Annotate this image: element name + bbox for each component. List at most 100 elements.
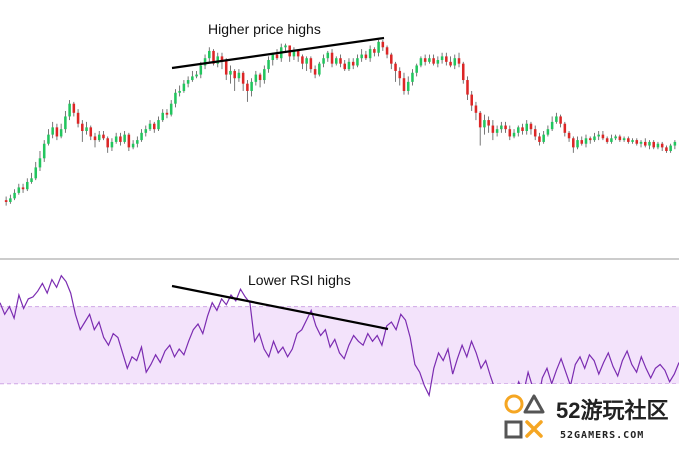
candle-bull bbox=[322, 58, 325, 64]
candle-bull bbox=[440, 56, 444, 61]
candle-bull bbox=[38, 158, 42, 168]
candle-bull bbox=[517, 127, 520, 133]
candle-bear bbox=[491, 125, 495, 133]
candle-bear bbox=[246, 83, 249, 91]
candle-bull bbox=[47, 134, 50, 144]
candle-bear bbox=[93, 136, 97, 141]
candle-bear bbox=[504, 125, 507, 130]
candle-bull bbox=[26, 181, 29, 190]
candle-bear bbox=[487, 120, 490, 126]
candle-bull bbox=[250, 81, 253, 91]
candle-bull bbox=[263, 69, 266, 81]
watermark-brand: 52游玩社区 bbox=[556, 398, 668, 423]
candle-bear bbox=[478, 112, 482, 128]
candle-bull bbox=[326, 52, 330, 59]
candle-bear bbox=[660, 143, 664, 148]
watermark: 52游玩社区 52GAMERS.COM bbox=[489, 384, 679, 449]
candle-bear bbox=[81, 123, 84, 131]
rsi-band bbox=[0, 306, 679, 384]
candle-bull bbox=[597, 134, 600, 137]
candle-bear bbox=[119, 136, 122, 142]
candle-bull bbox=[9, 198, 12, 202]
candle-bear bbox=[508, 129, 512, 137]
candle-bear bbox=[102, 134, 105, 139]
candle-bear bbox=[559, 116, 562, 124]
candle-bear bbox=[21, 187, 25, 190]
rsi-series-line bbox=[0, 274, 679, 417]
price-candles bbox=[4, 40, 677, 206]
candle-bear bbox=[449, 61, 452, 66]
candle-bear bbox=[627, 138, 630, 142]
candle-bull bbox=[254, 74, 258, 82]
candle-bull bbox=[216, 56, 220, 64]
candle-bear bbox=[474, 105, 478, 113]
candle-bull bbox=[631, 140, 634, 142]
candle-bull bbox=[610, 138, 613, 142]
candle-bear bbox=[461, 63, 465, 81]
candle-bull bbox=[500, 125, 503, 130]
candle-bull bbox=[284, 45, 287, 48]
candle-bull bbox=[157, 120, 160, 130]
candle-bear bbox=[165, 112, 169, 115]
candle-bull bbox=[593, 136, 596, 141]
candle-bear bbox=[390, 54, 393, 64]
candle-bull bbox=[428, 58, 431, 62]
candle-bull bbox=[199, 65, 203, 75]
candle-bear bbox=[563, 123, 567, 133]
candle-bull bbox=[542, 134, 545, 142]
candle-bear bbox=[212, 50, 215, 64]
candle-bull bbox=[555, 116, 558, 122]
candle-bull bbox=[208, 50, 211, 59]
candle-bull bbox=[123, 134, 126, 142]
candle-bear bbox=[457, 58, 461, 64]
candle-bull bbox=[13, 192, 16, 199]
rsi-highs-trendline bbox=[171, 284, 389, 331]
candle-bull bbox=[203, 58, 207, 66]
triangle-button-icon bbox=[523, 394, 545, 414]
candle-bull bbox=[267, 60, 270, 70]
candle-bull bbox=[59, 129, 63, 137]
candle-bull bbox=[110, 141, 114, 148]
candle-bull bbox=[169, 103, 173, 115]
candle-bull bbox=[356, 58, 359, 66]
candle-bear bbox=[301, 56, 304, 64]
candle-bull bbox=[669, 145, 672, 152]
candle-bear bbox=[402, 78, 406, 91]
candle-bear bbox=[76, 112, 80, 124]
candle-bull bbox=[178, 90, 181, 93]
candle-bull bbox=[64, 116, 67, 130]
candle-bull bbox=[483, 120, 486, 128]
candle-bear bbox=[381, 41, 385, 48]
candle-bull bbox=[436, 60, 440, 64]
candle-bear bbox=[127, 134, 131, 148]
candle-bull bbox=[292, 50, 296, 57]
candle-bull bbox=[305, 58, 308, 64]
candle-bull bbox=[182, 83, 186, 91]
candle-bear bbox=[152, 123, 156, 130]
price-highs-trendline bbox=[171, 36, 385, 70]
candle-bear bbox=[533, 129, 537, 137]
candle-bull bbox=[347, 61, 351, 70]
candle-bull bbox=[453, 58, 457, 66]
candle-bear bbox=[529, 123, 533, 130]
candle-bull bbox=[271, 54, 275, 61]
candle-bear bbox=[470, 94, 473, 106]
candle-bear bbox=[601, 134, 605, 139]
candle-bull bbox=[85, 127, 88, 131]
candle-bear bbox=[588, 138, 592, 141]
candle-bear bbox=[258, 74, 262, 81]
candle-bull bbox=[161, 112, 164, 121]
candle-bear bbox=[538, 136, 541, 142]
candle-bear bbox=[313, 69, 317, 75]
candle-bear bbox=[605, 138, 609, 142]
candle-bear bbox=[275, 54, 279, 59]
playstation-buttons-icon bbox=[504, 394, 545, 439]
candle-bear bbox=[572, 138, 575, 148]
candle-bull bbox=[136, 140, 139, 144]
candle-bull bbox=[42, 143, 46, 159]
candle-bear bbox=[106, 138, 109, 148]
candle-bear bbox=[220, 56, 224, 61]
candle-bear bbox=[351, 61, 355, 66]
rsi-annotation-label: Lower RSI highs bbox=[248, 272, 351, 288]
